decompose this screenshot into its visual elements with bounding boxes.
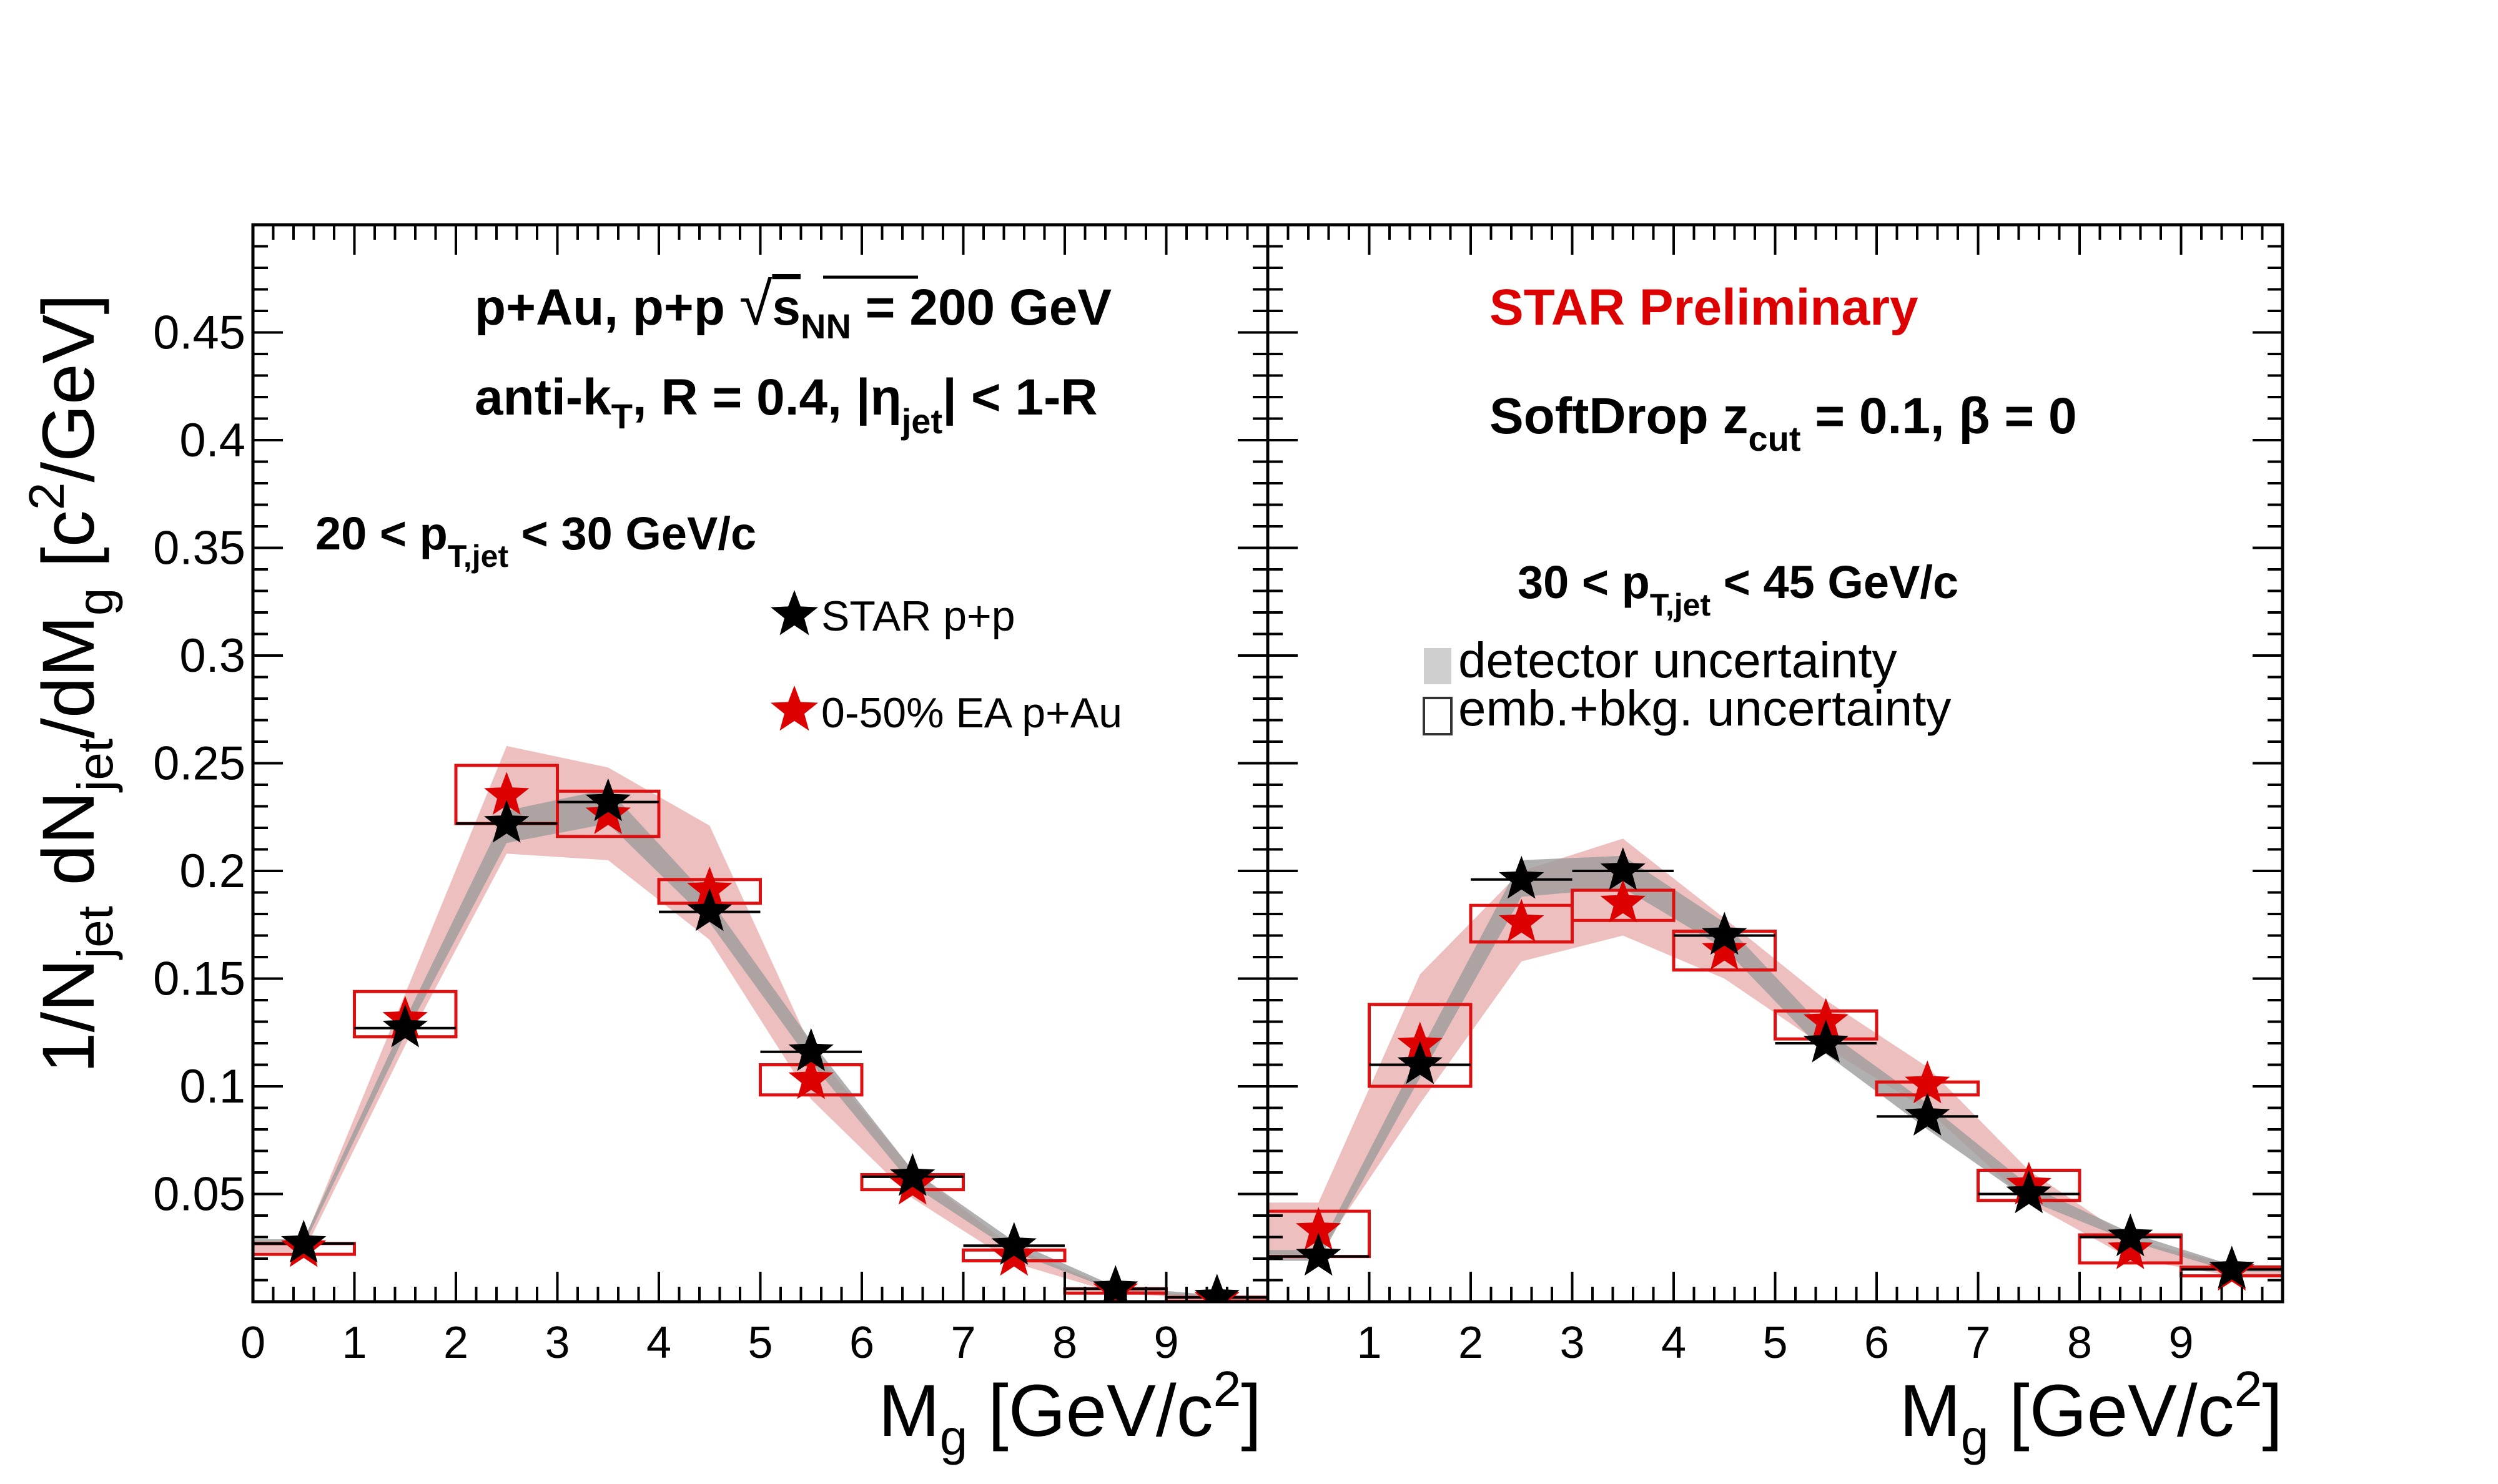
x-tick-label: 1 [342,1318,367,1368]
softdrop-annotation: SoftDrop zcut = 0.1, β = 0 [1489,388,2077,458]
left-pt-range: 20 < pT,jet < 30 GeV/c [315,508,756,574]
pp-point [1499,855,1544,899]
pp-point [991,1222,1037,1265]
pau-point [788,1056,834,1099]
legend-detector-swatch [1424,648,1451,684]
legend: STAR p+p 0-50% EA p+Au detector uncertai… [771,590,1951,737]
pau-point [1296,1207,1341,1250]
legend-pp-label: STAR p+p [821,592,1015,640]
x-tick-label: 1 [1356,1318,1381,1368]
pau-point [1803,998,1849,1041]
pp-point [382,1004,428,1048]
legend-detector-label: detector uncertainty [1458,632,1897,688]
left-panel: 0 1 2 3 4 5 6 7 8 9 0.05 0.1 0.15 0.2 0.25 0.3 0.35 0.4 0.… [153,223,1270,1368]
x-tick-label: 0 [240,1318,265,1368]
pau-point [2108,1226,2153,1269]
x-tick-label: 5 [748,1318,773,1368]
x-axis-label-left: Mg [GeV/c2] [878,1361,1261,1465]
legend-pau-star [771,685,818,731]
right-pt-range: 30 < pT,jet < 45 GeV/c [1518,556,1958,622]
y-tick-label: 0.3 [179,629,245,682]
collision-annotation: p+Au, p+p √sNN = 200 GeV [475,271,1112,346]
legend-emb-label: emb.+bkg. uncertainty [1458,681,1951,736]
y-tick-label: 0.4 [179,414,245,467]
pp-point [2006,1170,2051,1214]
pp-point [1803,1020,1849,1063]
x-tick-label: 4 [646,1318,671,1368]
x-tick-label: 9 [1153,1318,1178,1368]
pp-point [890,1152,936,1196]
pp-point [1702,912,1747,955]
pp-point [585,778,631,822]
plot-area [1268,838,2283,1291]
y-tick-label: 0.2 [179,845,245,898]
x-tick-label: 7 [950,1318,975,1368]
legend-pp-star [771,590,818,636]
pp-point [687,888,733,931]
y-tick-label: 0.1 [179,1060,245,1113]
pp-point [1600,847,1646,890]
x-axis-label-right: Mg [GeV/c2] [1899,1361,2283,1465]
x-tick-label: 2 [1458,1318,1483,1368]
pau-point [1905,1060,1950,1104]
pp-point [1093,1265,1138,1302]
pau-point [585,791,631,834]
pau-point [687,867,733,910]
pp-point [1905,1093,1950,1136]
pau-point [1600,879,1646,923]
x-tick-label: 4 [1661,1318,1686,1368]
x-tick-label: 3 [545,1318,570,1368]
x-tick-label: 3 [1559,1318,1584,1368]
y-tick-label: 0.15 [153,953,245,1006]
star-preliminary: STAR Preliminary [1489,279,1918,336]
pp-point [281,1219,327,1263]
x-tick-label: 8 [1052,1318,1077,1368]
y-tick-label: 0.05 [153,1168,245,1221]
pp-point [2209,1246,2254,1289]
legend-pau-label: 0-50% EA p+Au [821,689,1122,737]
y-tick-label: 0.45 [153,307,245,360]
pp-point [484,800,530,843]
pau-point [1702,926,1747,970]
y-tick-label: 0.25 [153,737,245,790]
x-tick-label: 9 [2168,1318,2193,1368]
x-tick-label: 5 [1762,1318,1787,1368]
pau-point [484,772,530,815]
pp-point [1397,1041,1443,1084]
pp-point [2108,1213,2153,1257]
pau-detector-band [1268,838,2283,1276]
legend-pau-marker [771,685,818,731]
pp-point [788,1028,834,1071]
y-axis-label: 1/Njet dNjet/dMg [c2/GeV] [19,294,123,1073]
x-tick-label: 2 [443,1318,468,1368]
x-tick-label: 6 [1864,1318,1889,1368]
right-panel: 1 2 3 4 5 6 7 8 9 [1266,223,2284,1368]
x-tick-label: 7 [1965,1318,1990,1368]
x-tick-label: 8 [2067,1318,2092,1368]
y-tick-label: 0.35 [153,522,245,575]
legend-pp-marker [771,590,818,636]
pau-point [1499,898,1544,942]
jet-definition-annotation: anti-kT, R = 0.4, |ηjet| < 1-R [475,369,1098,441]
pau-emb-box [1368,1003,1473,1088]
legend-emb-swatch [1423,697,1453,735]
pp-point [1296,1232,1341,1276]
x-tick-label: 6 [849,1318,874,1368]
